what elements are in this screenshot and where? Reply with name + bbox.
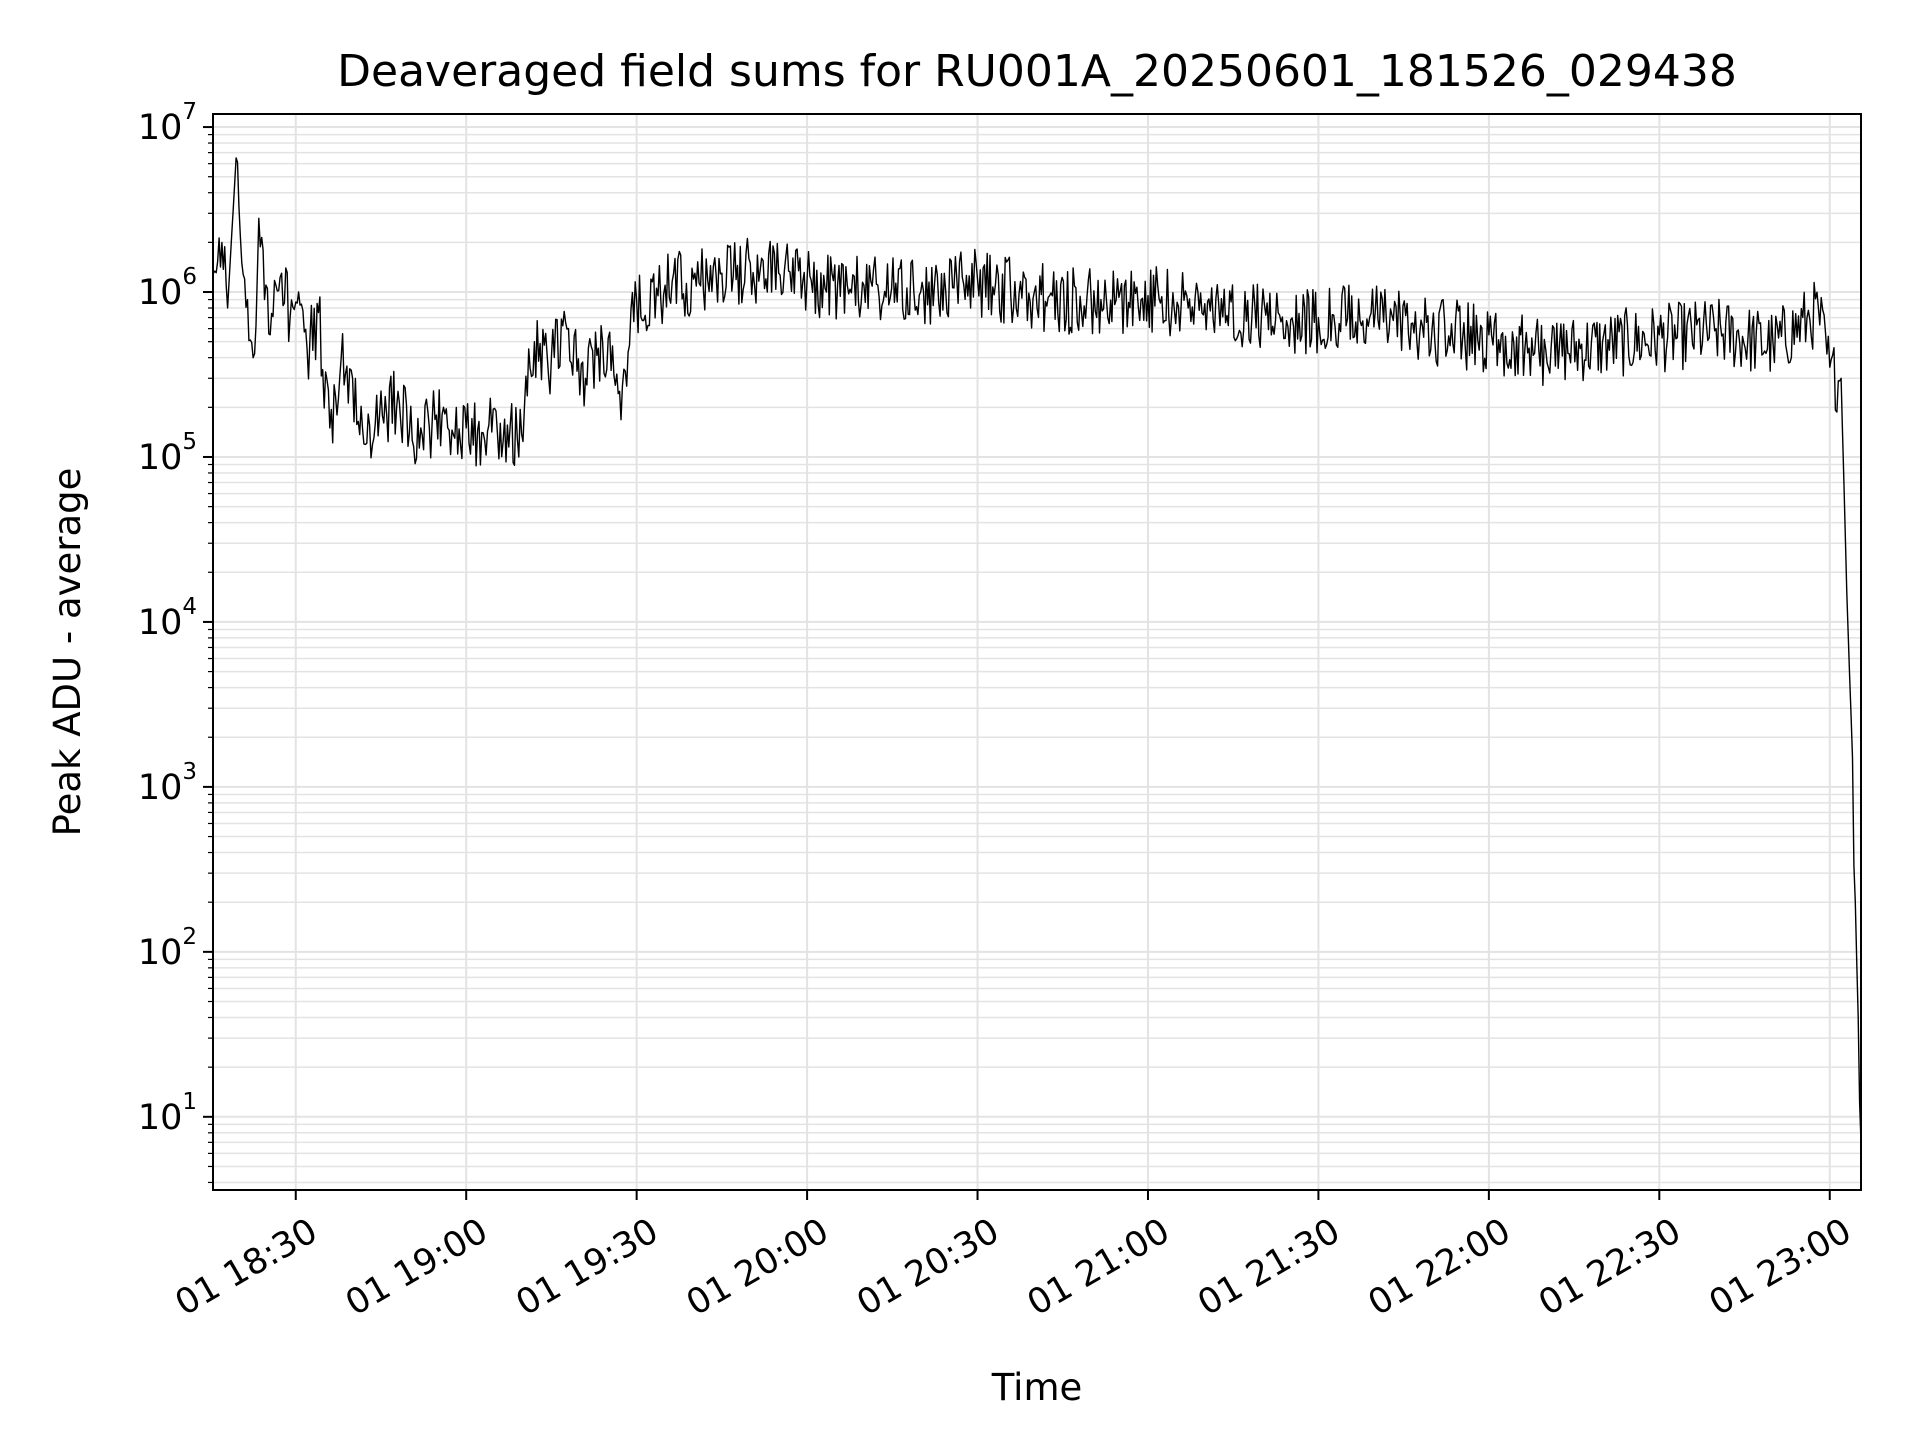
series-lines xyxy=(213,157,1861,1143)
chart-title: Deaveraged field sums for RU001A_2025060… xyxy=(337,46,1737,97)
y-tick-label: 103 xyxy=(138,759,197,808)
x-axis-label: Time xyxy=(991,1366,1083,1409)
grid-lines xyxy=(213,114,1861,1190)
y-tick-label: 101 xyxy=(138,1089,197,1138)
y-axis-ticks: 101 102 103 104 105 106 107 xyxy=(138,99,213,1184)
y-tick-label: 104 xyxy=(138,594,197,643)
y-tick-label: 105 xyxy=(138,429,197,478)
plot-area-frame xyxy=(212,113,1862,1191)
y-axis-label: Peak ADU - average xyxy=(46,468,89,837)
series-line xyxy=(213,157,1861,1143)
y-tick-label: 107 xyxy=(138,99,197,148)
y-tick-label: 102 xyxy=(138,924,197,973)
y-tick-label: 106 xyxy=(138,264,197,313)
